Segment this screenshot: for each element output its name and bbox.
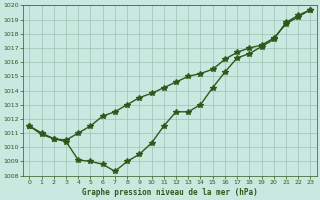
X-axis label: Graphe pression niveau de la mer (hPa): Graphe pression niveau de la mer (hPa) (82, 188, 258, 197)
